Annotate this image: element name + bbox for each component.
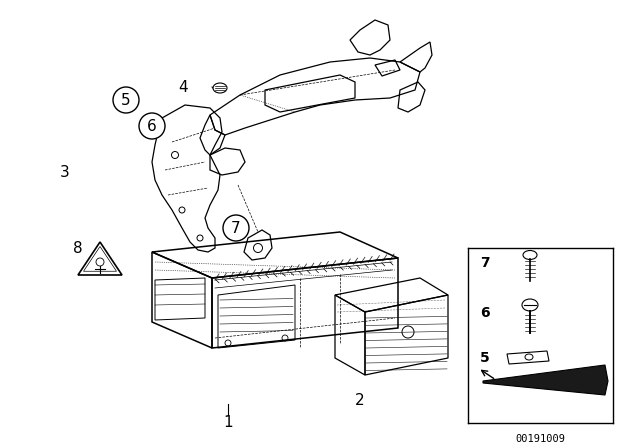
Text: 3: 3 (60, 164, 70, 180)
Text: 5: 5 (480, 351, 490, 365)
Text: 00191009: 00191009 (515, 434, 566, 444)
Circle shape (139, 113, 165, 139)
Text: 8: 8 (73, 241, 83, 255)
Circle shape (113, 87, 139, 113)
Text: 6: 6 (480, 306, 490, 320)
Text: 4: 4 (178, 79, 188, 95)
Text: 6: 6 (147, 119, 157, 134)
Polygon shape (483, 365, 608, 395)
Text: 5: 5 (121, 92, 131, 108)
Text: 1: 1 (223, 414, 233, 430)
Text: 7: 7 (231, 220, 241, 236)
Text: 2: 2 (355, 392, 365, 408)
Circle shape (223, 215, 249, 241)
Text: 7: 7 (480, 256, 490, 270)
